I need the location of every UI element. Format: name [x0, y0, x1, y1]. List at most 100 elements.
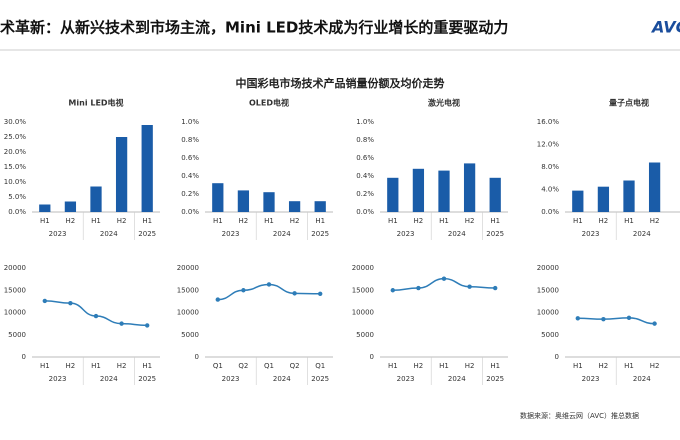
y-tick-label: 0 [370, 353, 374, 361]
x-tick-label: H1 [91, 362, 101, 370]
x-tick-label: H2 [414, 362, 424, 370]
x-tick-label: H2 [239, 217, 249, 225]
x-tick-label: H1 [264, 217, 274, 225]
x-tick-label: H2 [290, 217, 300, 225]
y-tick-label: 16.0% [537, 118, 560, 126]
y-tick-label: 0.2% [181, 190, 199, 198]
x-group-label: 2024 [273, 230, 291, 238]
y-tick-label: 15000 [352, 286, 374, 294]
y-tick-label: 15.0% [4, 163, 27, 171]
x-tick-label: H1 [40, 217, 50, 225]
point [266, 282, 272, 287]
x-tick-label: Q1 [264, 362, 274, 370]
x-tick-label: H2 [117, 362, 127, 370]
y-tick-label: 0.2% [356, 190, 374, 198]
x-tick-label: H1 [439, 217, 449, 225]
x-tick-label: H1 [91, 217, 101, 225]
x-tick-label: H1 [490, 217, 500, 225]
y-tick-label: 20000 [352, 264, 374, 272]
y-tick-label: 25.0% [4, 133, 27, 141]
bar [489, 177, 501, 212]
chart-title: OLED电视 [249, 98, 289, 108]
y-tick-label: 0.0% [181, 208, 199, 216]
x-tick-label: H2 [465, 362, 475, 370]
point [215, 297, 220, 302]
x-tick-label: H2 [66, 217, 76, 225]
y-tick-label: 10.0% [4, 178, 27, 186]
y-tick-label: 5.0% [8, 193, 26, 201]
logo: AVC [650, 18, 680, 37]
bar [597, 186, 610, 212]
x-tick-label: H1 [388, 217, 398, 225]
x-tick-label: H2 [650, 362, 660, 370]
y-tick-label: 20000 [4, 264, 26, 272]
y-tick-label: 0 [195, 353, 199, 361]
x-tick-label: H2 [414, 217, 424, 225]
y-tick-label: 15000 [537, 286, 559, 294]
y-tick-label: 8.0% [541, 163, 559, 171]
point [575, 316, 580, 321]
y-tick-label: 0 [22, 353, 26, 361]
y-tick-label: 0.0% [541, 208, 559, 216]
price-line [44, 300, 148, 327]
point [416, 285, 421, 291]
x-tick-label: Q2 [290, 362, 300, 370]
x-group-label: 2024 [448, 230, 466, 238]
y-tick-label: 10000 [352, 309, 374, 317]
x-tick-label: H1 [213, 217, 223, 225]
bar [90, 186, 102, 212]
x-tick-label: H1 [388, 362, 398, 370]
bar [438, 170, 450, 212]
point [68, 300, 73, 306]
x-group-label: 2023 [49, 230, 67, 238]
x-group-label: 2023 [582, 230, 600, 238]
x-tick-label: H2 [599, 217, 609, 225]
bar [288, 201, 301, 212]
x-group-label: 2024 [633, 375, 651, 383]
x-group-label: 2023 [582, 375, 600, 383]
x-tick-label: H1 [439, 362, 449, 370]
x-group-label: 2024 [633, 230, 651, 238]
y-tick-label: 20.0% [4, 148, 27, 156]
x-tick-label: H2 [465, 217, 475, 225]
x-tick-label: H1 [315, 217, 325, 225]
bar [314, 201, 326, 212]
x-tick-label: H2 [599, 362, 609, 370]
x-tick-label: H1 [40, 362, 50, 370]
x-tick-label: Q1 [315, 362, 325, 370]
y-tick-label: 0.8% [356, 136, 374, 144]
y-tick-label: 10000 [537, 309, 559, 317]
point [318, 291, 323, 297]
point [626, 315, 632, 321]
x-group-label: 2025 [138, 230, 156, 238]
bar [263, 192, 275, 212]
chart-title: 量子点电视 [609, 98, 649, 108]
x-tick-label: H1 [490, 362, 500, 370]
y-tick-label: 0.4% [356, 172, 374, 180]
x-group-label: 2025 [486, 375, 504, 383]
x-tick-label: H1 [573, 362, 583, 370]
point [390, 288, 395, 293]
bar [572, 190, 584, 212]
bar [212, 183, 224, 212]
x-group-label: 2023 [222, 230, 240, 238]
point [241, 288, 246, 293]
y-tick-label: 0.8% [181, 136, 199, 144]
y-tick-label: 1.0% [356, 118, 374, 126]
x-group-label: 2023 [49, 375, 67, 383]
bar [237, 190, 250, 212]
bar [412, 168, 425, 212]
price-line [217, 283, 321, 301]
x-group-label: 2023 [397, 230, 415, 238]
y-tick-label: 10000 [4, 309, 26, 317]
slide-title: 术革新：从新兴技术到市场主流，Mini LED技术成为行业增长的重要驱动力 [0, 19, 508, 37]
point [652, 321, 657, 326]
point [93, 313, 99, 319]
point [493, 285, 498, 291]
y-tick-label: 5000 [8, 331, 26, 339]
x-tick-label: H2 [650, 217, 660, 225]
x-tick-label: H1 [624, 362, 634, 370]
x-group-label: 2024 [448, 375, 466, 383]
y-tick-label: 0 [555, 353, 559, 361]
